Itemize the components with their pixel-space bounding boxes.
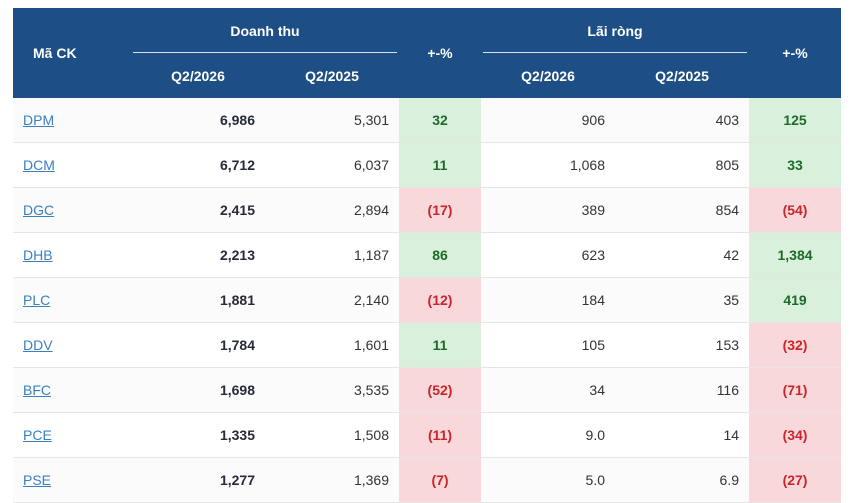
profit-change-cell: 1,384 — [749, 232, 842, 278]
revenue-current-cell: 6,712 — [131, 142, 265, 188]
revenue-previous-cell: 2,894 — [265, 187, 399, 233]
profit-previous-cell: 153 — [615, 322, 750, 368]
profit-change-cell: 419 — [749, 277, 842, 323]
profit-current-cell: 906 — [481, 98, 615, 143]
profit-current-cell: 184 — [481, 277, 615, 323]
stock-code-link[interactable]: BFC — [23, 382, 51, 398]
revenue-previous-cell: 1,187 — [265, 232, 399, 278]
revenue-change-cell: (52) — [399, 367, 481, 413]
stock-code-link[interactable]: PCE — [23, 427, 52, 443]
revenue-previous-cell: 1,369 — [265, 457, 399, 503]
table-row: DGC 2,415 2,894 (17) 389 854 (54) — [13, 187, 842, 233]
table-row: PSE 1,277 1,369 (7) 5.0 6.9 (27) — [13, 457, 842, 503]
revenue-group-header: Doanh thu — [131, 8, 399, 53]
revenue-group-divider — [133, 52, 397, 53]
profit-change-cell: (54) — [749, 187, 842, 233]
stock-code-link[interactable]: DPM — [23, 112, 55, 128]
stock-code-cell: DHB — [13, 232, 131, 278]
profit-previous-cell: 14 — [615, 412, 750, 458]
profit-group-header: Lãi ròng — [481, 8, 750, 53]
stock-code-link[interactable]: PLC — [23, 292, 51, 308]
table-row: BFC 1,698 3,535 (52) 34 116 (71) — [13, 367, 842, 413]
stock-code-cell: DGC — [13, 187, 131, 233]
stock-code-cell: DCM — [13, 142, 131, 188]
profit-current-cell: 389 — [481, 187, 615, 233]
profit-previous-cell: 805 — [615, 142, 750, 188]
table-row: DPM 6,986 5,301 32 906 403 125 — [13, 98, 842, 143]
stock-code-link[interactable]: DGC — [23, 202, 55, 218]
revenue-group-label: Doanh thu — [230, 22, 300, 39]
results-table: Mã CK Doanh thu +-% Lãi ròng +-% Q2/2026… — [13, 8, 842, 503]
table-body: DPM 6,986 5,301 32 906 403 125 DCM 6,712 6,037 11 1… — [13, 98, 842, 503]
revenue-current-cell: 1,277 — [131, 457, 265, 503]
revenue-change-cell: 11 — [399, 142, 481, 188]
revenue-previous-cell: 6,037 — [265, 142, 399, 188]
table-header: Mã CK Doanh thu +-% Lãi ròng +-% Q2/2026… — [13, 8, 842, 98]
profit-group-divider — [483, 52, 748, 53]
profit-current-cell: 9.0 — [481, 412, 615, 458]
profit-pct-header[interactable]: +-% — [749, 8, 842, 98]
revenue-change-cell: (11) — [399, 412, 481, 458]
revenue-change-cell: 86 — [399, 232, 481, 278]
table-row: PLC 1,881 2,140 (12) 184 35 419 — [13, 277, 842, 323]
stock-code-link[interactable]: PSE — [23, 472, 52, 488]
profit-current-quarter-header[interactable]: Q2/2026 — [481, 53, 615, 98]
profit-change-cell: 125 — [749, 98, 842, 143]
profit-previous-cell: 854 — [615, 187, 750, 233]
profit-current-cell: 623 — [481, 232, 615, 278]
revenue-current-cell: 1,881 — [131, 277, 265, 323]
profit-previous-cell: 116 — [615, 367, 750, 413]
revenue-change-cell: (17) — [399, 187, 481, 233]
profit-current-cell: 34 — [481, 367, 615, 413]
profit-previous-cell: 403 — [615, 98, 750, 143]
profit-change-cell: (34) — [749, 412, 842, 458]
profit-current-cell: 5.0 — [481, 457, 615, 503]
revenue-current-cell: 2,213 — [131, 232, 265, 278]
revenue-change-cell: 11 — [399, 322, 481, 368]
table-row: PCE 1,335 1,508 (11) 9.0 14 (34) — [13, 412, 842, 458]
profit-current-cell: 105 — [481, 322, 615, 368]
revenue-change-cell: 32 — [399, 98, 481, 143]
profit-previous-cell: 42 — [615, 232, 750, 278]
revenue-change-cell: (7) — [399, 457, 481, 503]
revenue-current-cell: 6,986 — [131, 98, 265, 143]
profit-change-cell: (32) — [749, 322, 842, 368]
profit-change-cell: (71) — [749, 367, 842, 413]
stock-code-cell: PSE — [13, 457, 131, 503]
revenue-previous-cell: 1,508 — [265, 412, 399, 458]
code-column-header[interactable]: Mã CK — [13, 8, 131, 98]
stock-code-link[interactable]: DDV — [23, 337, 53, 353]
stock-code-cell: BFC — [13, 367, 131, 413]
stock-code-cell: PCE — [13, 412, 131, 458]
profit-previous-quarter-header[interactable]: Q2/2025 — [615, 53, 750, 98]
profit-previous-cell: 35 — [615, 277, 750, 323]
revenue-previous-cell: 5,301 — [265, 98, 399, 143]
results-table-container: Mã CK Doanh thu +-% Lãi ròng +-% Q2/2026… — [13, 8, 842, 503]
table-row: DDV 1,784 1,601 11 105 153 (32) — [13, 322, 842, 368]
table-row: DCM 6,712 6,037 11 1,068 805 33 — [13, 142, 842, 188]
stock-code-cell: DDV — [13, 322, 131, 368]
revenue-pct-header[interactable]: +-% — [399, 8, 481, 98]
stock-code-cell: PLC — [13, 277, 131, 323]
profit-group-label: Lãi ròng — [587, 22, 643, 39]
revenue-previous-cell: 2,140 — [265, 277, 399, 323]
revenue-current-cell: 1,335 — [131, 412, 265, 458]
stock-code-link[interactable]: DHB — [23, 247, 53, 263]
table-row: DHB 2,213 1,187 86 623 42 1,384 — [13, 232, 842, 278]
profit-current-cell: 1,068 — [481, 142, 615, 188]
stock-code-cell: DPM — [13, 98, 131, 143]
profit-change-cell: 33 — [749, 142, 842, 188]
profit-change-cell: (27) — [749, 457, 842, 503]
stock-code-link[interactable]: DCM — [23, 157, 55, 173]
profit-previous-cell: 6.9 — [615, 457, 750, 503]
revenue-previous-cell: 3,535 — [265, 367, 399, 413]
revenue-current-cell: 2,415 — [131, 187, 265, 233]
revenue-current-quarter-header[interactable]: Q2/2026 — [131, 53, 265, 98]
revenue-previous-cell: 1,601 — [265, 322, 399, 368]
revenue-change-cell: (12) — [399, 277, 481, 323]
revenue-current-cell: 1,784 — [131, 322, 265, 368]
revenue-current-cell: 1,698 — [131, 367, 265, 413]
revenue-previous-quarter-header[interactable]: Q2/2025 — [265, 53, 399, 98]
